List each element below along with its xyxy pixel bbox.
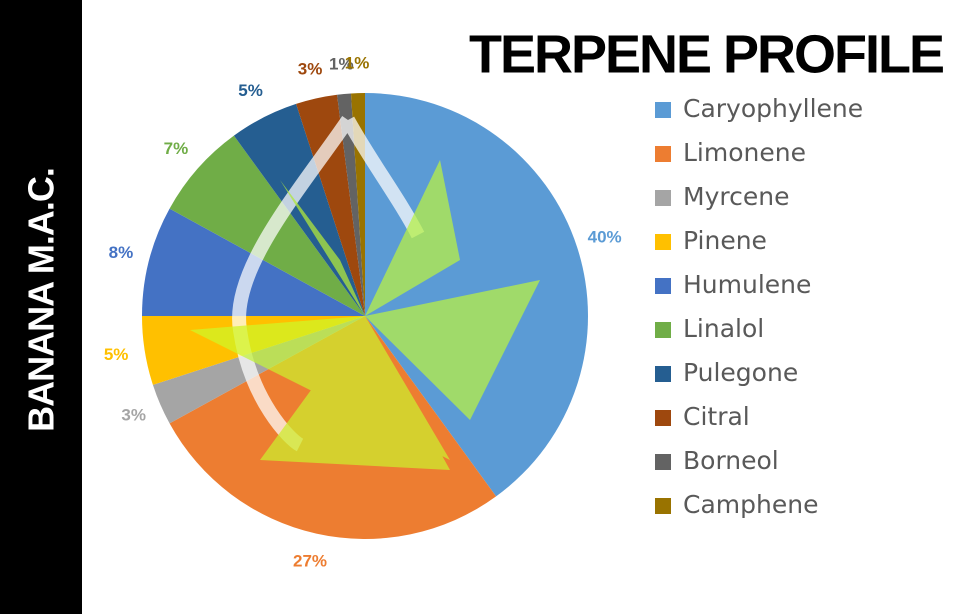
pie-slice [296, 94, 365, 316]
side-band [0, 0, 82, 614]
data-label: 7% [164, 139, 189, 158]
legend: Caryophyllene Limonene Myrcene Pinene Humule… [655, 94, 863, 519]
data-label: 1% [329, 55, 354, 74]
legend-label: Citral [683, 402, 750, 431]
legend-swatch [655, 190, 671, 206]
legend-swatch [655, 322, 671, 338]
legend-swatch [655, 278, 671, 294]
legend-label: Pulegone [683, 358, 798, 387]
legend-swatch [655, 410, 671, 426]
legend-label: Linalol [683, 314, 764, 343]
legend-swatch [655, 498, 671, 514]
legend-swatch [655, 234, 671, 250]
data-label: 40% [588, 228, 622, 247]
chart-title: TERPENE PROFILE [469, 24, 943, 84]
legend-swatch [655, 366, 671, 382]
strain-name: BANANA M.A.C. [21, 168, 62, 432]
data-label: 27% [293, 551, 327, 570]
legend-label: Camphene [683, 490, 818, 519]
data-label: 5% [104, 345, 129, 364]
legend-label: Caryophyllene [683, 94, 863, 123]
legend-label: Borneol [683, 446, 779, 475]
data-label: 3% [121, 406, 146, 425]
data-label: 8% [109, 243, 134, 262]
pie-slice [337, 93, 365, 317]
data-label: 3% [298, 60, 323, 79]
leaf-shape [190, 160, 540, 470]
legend-swatch [655, 454, 671, 470]
legend-label: Pinene [683, 226, 767, 255]
legend-label: Myrcene [683, 182, 789, 211]
data-label: 1% [345, 54, 370, 73]
legend-label: Humulene [683, 270, 811, 299]
legend-swatch [655, 102, 671, 118]
data-label: 5% [238, 81, 263, 100]
decoration [190, 116, 540, 470]
legend-swatch [655, 146, 671, 162]
legend-label: Limonene [683, 138, 806, 167]
